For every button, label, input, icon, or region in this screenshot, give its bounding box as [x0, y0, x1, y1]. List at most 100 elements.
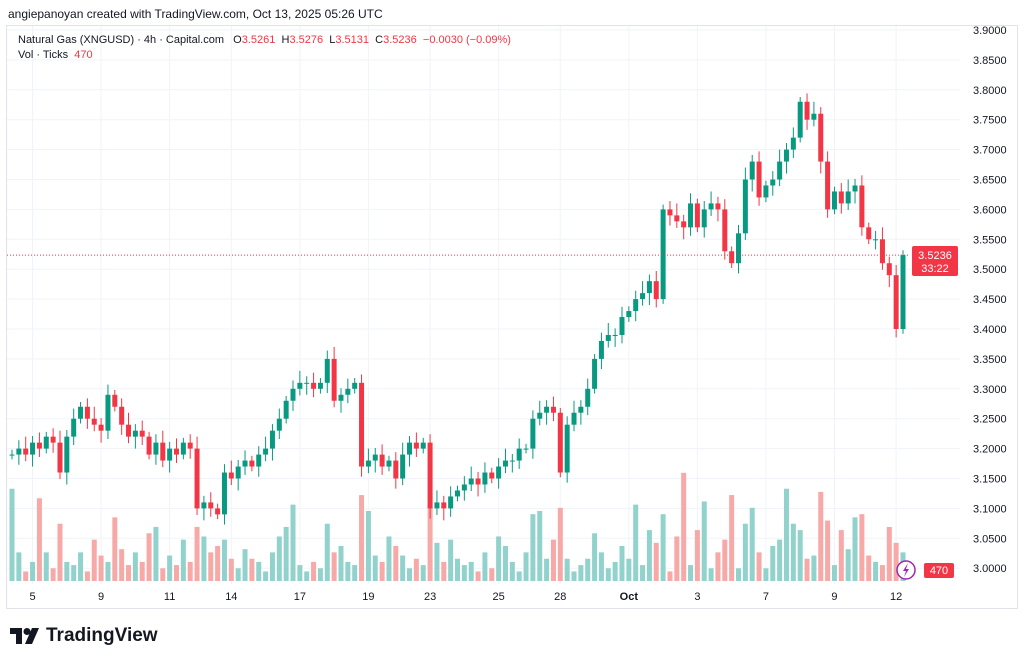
volume-bar	[324, 523, 330, 581]
candle-body	[194, 448, 200, 509]
candle-body	[516, 448, 522, 461]
candle-body	[646, 281, 652, 294]
low-value: 3.5131	[335, 34, 370, 46]
volume-bar	[50, 568, 56, 581]
volume-bar	[783, 488, 789, 581]
candle-body	[23, 448, 29, 455]
x-tick-label: 25	[492, 591, 504, 603]
volume-bar	[36, 498, 42, 581]
volume-bar	[187, 561, 193, 581]
candle-body	[359, 382, 365, 467]
volume-bar	[126, 565, 132, 581]
candle-body	[386, 460, 392, 467]
candle-body	[331, 358, 337, 401]
volume-bar	[23, 571, 29, 581]
volume-bar	[338, 546, 344, 581]
volume-bar	[228, 558, 234, 581]
volume-bar	[468, 561, 474, 581]
volume-bar	[825, 520, 831, 581]
candle-body	[228, 472, 234, 479]
volume-bar	[180, 539, 186, 581]
candle-body	[736, 233, 742, 264]
candle-body	[818, 113, 824, 162]
symbol-label[interactable]: Natural Gas (XNGUSD) · 4h · Capital.com	[18, 34, 224, 46]
candle-body	[489, 472, 495, 479]
volume-bar	[160, 568, 166, 581]
tradingview-logo[interactable]: TradingView	[10, 625, 158, 647]
y-tick-label: 3.0000	[973, 563, 1007, 575]
y-tick-label: 3.2500	[973, 414, 1007, 426]
volume-bar	[91, 539, 97, 581]
volume-bar	[304, 571, 310, 581]
volume-bar	[564, 558, 570, 581]
candle-body	[393, 460, 399, 479]
volume-bar	[605, 568, 611, 581]
volume-bar	[633, 504, 639, 581]
volume-bar	[482, 552, 488, 581]
change-value: −0.0030 (−0.09%)	[422, 34, 511, 46]
volume-bar	[98, 555, 104, 581]
volume-bar	[653, 542, 659, 581]
volume-bar	[873, 561, 879, 581]
candle-body	[708, 203, 714, 210]
volume-bar	[30, 561, 36, 581]
volume-bar	[331, 552, 337, 581]
volume-bar	[831, 565, 837, 581]
volume-bar	[866, 555, 872, 581]
candle-body	[640, 293, 646, 300]
candle-body	[825, 161, 831, 210]
candle-body	[126, 424, 132, 437]
candle-body	[112, 394, 118, 407]
volume-bar	[413, 558, 419, 581]
candle-body	[36, 442, 42, 449]
candle-body	[461, 484, 467, 491]
volume-badge-value: 470	[930, 565, 948, 577]
candle-body	[276, 418, 282, 431]
y-tick-label: 3.1500	[973, 474, 1007, 486]
candle-body	[441, 502, 447, 509]
y-tick-label: 3.6000	[973, 204, 1007, 216]
candle-body	[557, 412, 563, 473]
volume-bar	[544, 558, 550, 581]
volume-bar	[777, 539, 783, 581]
price-badge-countdown: 33:22	[921, 263, 949, 275]
x-tick-label: 3	[694, 591, 700, 603]
x-tick-label: 9	[831, 591, 837, 603]
volume-bar	[221, 539, 227, 581]
candle-body	[886, 263, 892, 276]
volume-bar	[153, 526, 159, 581]
volume-bar	[640, 565, 646, 581]
volume-bar	[879, 565, 885, 581]
candle-body	[78, 406, 84, 419]
x-tick-label: 14	[225, 591, 237, 603]
volume-bar	[455, 558, 460, 581]
candle-body	[16, 448, 22, 455]
volume-bar	[550, 539, 556, 581]
candle-body	[674, 215, 680, 222]
volume-bar	[502, 546, 508, 581]
volume-bar	[393, 546, 399, 581]
volume-bar	[763, 568, 769, 581]
volume-bar	[612, 561, 618, 581]
candle-body	[749, 161, 755, 180]
volume-bar	[557, 507, 563, 581]
candle-body	[269, 430, 275, 449]
x-tick-label: 9	[98, 591, 104, 603]
volume-bar	[256, 561, 262, 581]
candle-body	[578, 406, 584, 413]
lightning-icon[interactable]	[896, 560, 916, 580]
volume-badge: 470	[924, 563, 954, 578]
candle-body	[297, 382, 303, 389]
volume-bar	[215, 546, 221, 581]
candle-body	[496, 466, 502, 479]
price-badge-value: 3.5236	[918, 250, 952, 262]
volume-bar	[646, 530, 652, 581]
y-tick-label: 3.5000	[973, 264, 1007, 276]
volume-bar	[448, 539, 454, 581]
candle-body	[98, 424, 104, 431]
open-value: 3.5261	[241, 34, 276, 46]
candle-body	[729, 251, 735, 264]
volume-label[interactable]: Vol · Ticks	[18, 49, 69, 61]
x-tick-label: 28	[554, 591, 566, 603]
